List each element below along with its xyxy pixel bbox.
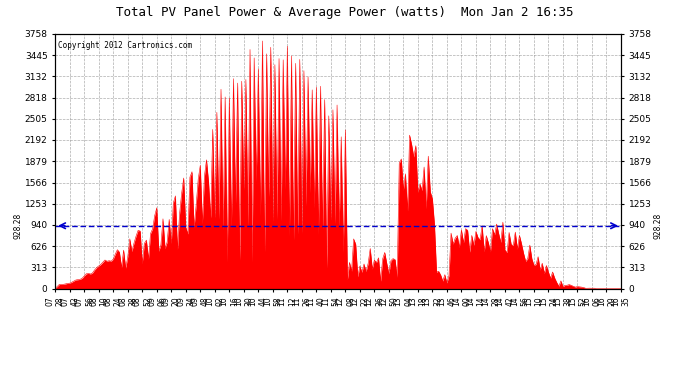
Text: 928.28: 928.28 [653, 213, 662, 239]
Text: Copyright 2012 Cartronics.com: Copyright 2012 Cartronics.com [58, 41, 192, 50]
Text: 928.28: 928.28 [14, 213, 23, 239]
Text: Total PV Panel Power & Average Power (watts)  Mon Jan 2 16:35: Total PV Panel Power & Average Power (wa… [116, 6, 574, 19]
